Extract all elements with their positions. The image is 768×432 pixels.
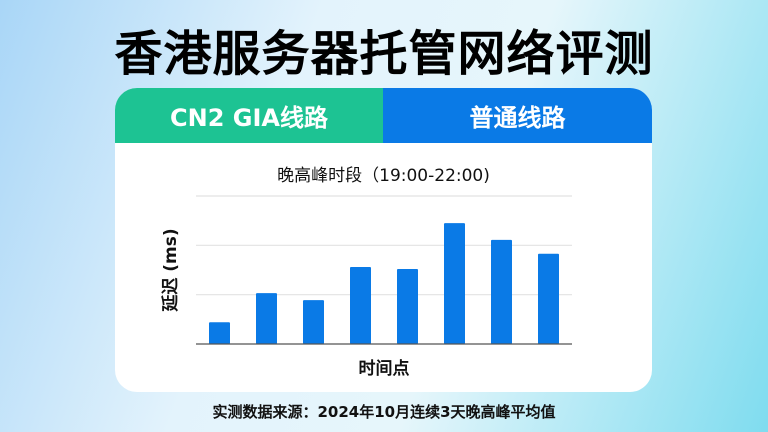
chart-card: CN2 GIA线路 普通线路 晚高峰时段（19:00-22:00) <box>115 88 652 392</box>
tab-regular-line[interactable]: 普通线路 <box>383 88 652 143</box>
bar <box>397 269 418 344</box>
y-axis-label: 延迟 (ms) <box>160 228 181 312</box>
bar <box>256 293 277 344</box>
x-axis-label: 时间点 <box>359 358 410 379</box>
data-source-note: 实测数据来源：2024年10月连续3天晚高峰平均值 <box>212 403 556 421</box>
bar <box>444 223 465 344</box>
bar <box>491 239 512 344</box>
bar <box>538 253 559 344</box>
bar <box>350 267 371 344</box>
page-title: 香港服务器托管网络评测 <box>114 26 654 82</box>
bar <box>209 322 230 344</box>
bar <box>303 300 324 344</box>
tab-cn2-gia[interactable]: CN2 GIA线路 <box>115 88 383 143</box>
chart-title: 晚高峰时段（19:00-22:00) <box>277 166 490 186</box>
